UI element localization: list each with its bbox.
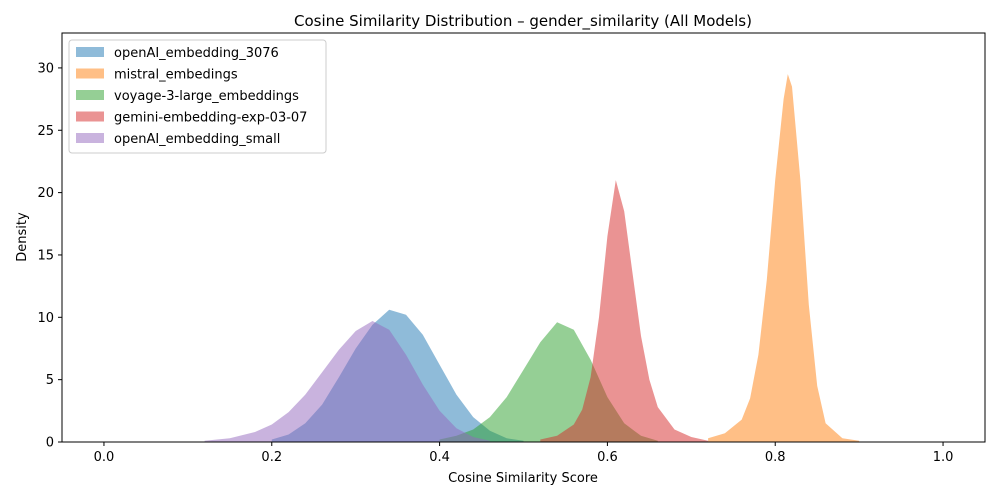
series-area-3 (540, 180, 709, 442)
series-area-1 (708, 74, 860, 442)
y-axis-label: Density (15, 212, 30, 262)
legend-swatch (76, 90, 104, 100)
plot-area (204, 74, 860, 442)
x-tick-label: 0.4 (429, 450, 450, 465)
series-area-4 (204, 321, 490, 442)
y-tick-label: 0 (46, 436, 54, 451)
x-axis: 0.0 0.2 0.4 0.6 0.8 1.0 (94, 442, 954, 465)
x-tick-label: 1.0 (933, 450, 954, 465)
legend-swatch (76, 133, 104, 143)
y-tick-label: 15 (37, 248, 54, 263)
y-tick-label: 25 (37, 124, 54, 139)
chart-title: Cosine Similarity Distribution – gender_… (294, 12, 752, 31)
legend-label: mistral_embedings (114, 68, 238, 83)
legend-swatch (76, 111, 104, 122)
legend-label: openAI_embedding_3076 (114, 46, 279, 61)
x-tick-label: 0.2 (261, 450, 282, 465)
legend-box (68, 39, 327, 154)
y-axis: 0 5 10 15 20 25 30 (37, 61, 62, 451)
legend-swatch (76, 47, 104, 57)
y-tick-label: 30 (37, 61, 54, 76)
x-tick-label: 0.8 (765, 450, 786, 465)
legend-swatch (76, 68, 104, 79)
legend-label: openAI_embedding_small (114, 132, 280, 147)
y-tick-label: 10 (37, 311, 54, 326)
y-tick-label: 5 (46, 373, 54, 388)
plot-frame (61, 32, 986, 443)
legend-label: voyage-3-large_embeddings (114, 89, 299, 104)
legend: openAI_embedding_3076 mistral_embedingsvo… (68, 39, 327, 154)
x-tick-label: 0.6 (597, 450, 618, 465)
x-tick-label: 0.0 (94, 450, 115, 465)
legend-label: gemini-embedding-exp-03-07 (114, 111, 307, 126)
y-tick-label: 20 (37, 186, 54, 201)
x-axis-label: Cosine Similarity Score (448, 471, 598, 486)
